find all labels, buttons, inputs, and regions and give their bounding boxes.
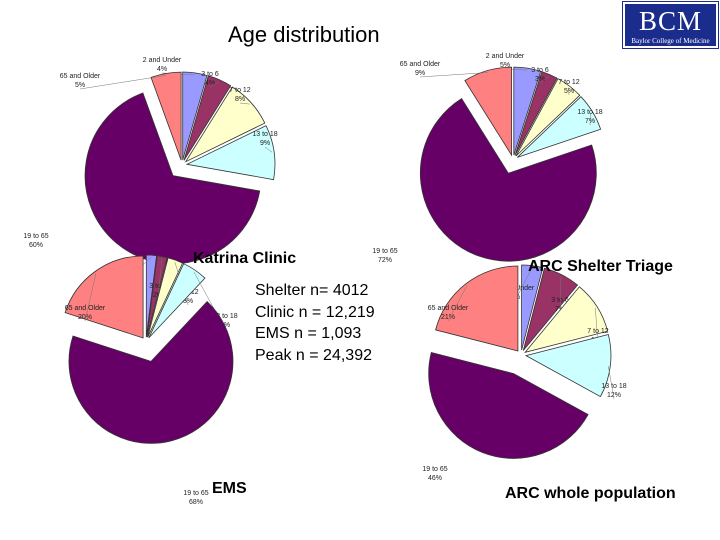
chart-title-arc-shelter-triage: ARC Shelter Triage — [528, 258, 673, 275]
pie-slice-7-to-12 — [147, 257, 184, 338]
pie-slice-3-to-6 — [183, 75, 232, 161]
slice-label: 13 to 18 — [577, 109, 602, 116]
pie-slice-65-and-older — [150, 71, 182, 161]
slice-percent-label: 3% — [183, 298, 193, 305]
slice-percent-label: 4% — [205, 80, 215, 87]
slice-label: 3 to 6 — [551, 297, 569, 304]
slice-label: 65 and Older — [65, 305, 106, 312]
slice-label: 13 to 18 — [212, 313, 237, 320]
pie-slice-2-and-under — [145, 254, 158, 338]
leader-line — [239, 102, 250, 105]
slice-label: 19 to 65 — [372, 248, 397, 255]
pie-slice-19-to-65 — [420, 98, 597, 262]
leader-line — [539, 76, 549, 84]
slice-percent-label: 72% — [378, 257, 392, 264]
slice-percent-label: 9% — [260, 140, 270, 147]
leader-line — [84, 273, 97, 322]
pie-slice-7-to-12 — [524, 286, 609, 353]
slice-percent-label: 3% — [535, 76, 545, 83]
slice-percent-label: 60% — [29, 242, 43, 249]
pie-slice-19-to-65 — [428, 352, 589, 459]
pie-slice-2-and-under — [521, 264, 544, 351]
slice-label: 2 and Under — [486, 53, 525, 60]
leader-line — [79, 75, 167, 90]
slice-label: 19 to 65 — [183, 490, 208, 497]
chart-title-arc-whole-population: ARC whole population — [505, 485, 676, 502]
pie-slice-3-to-6 — [514, 71, 558, 156]
logo-mark: BCM — [638, 6, 703, 36]
slice-percent-label: 8% — [235, 96, 245, 103]
slice-percent-label: 4% — [157, 66, 167, 73]
stat-peak: Peak n = 24,392 — [255, 346, 372, 364]
slice-label: 65 and Older — [400, 61, 441, 68]
pie-slice-65-and-older — [64, 255, 144, 339]
stat-clinic: Clinic n = 12,219 — [255, 303, 375, 321]
pie-slice-13-to-18 — [148, 263, 206, 339]
pie-slice-65-and-older — [464, 66, 512, 157]
slice-percent-label: 21% — [441, 314, 455, 321]
sample-size-list: Shelter n= 4012 Clinic n = 12,219 EMS n … — [255, 280, 375, 366]
slice-percent-label: 5% — [500, 62, 510, 69]
slice-label: 3 to 6 — [201, 71, 219, 78]
slice-percent-label: 68% — [189, 499, 203, 506]
leader-line — [589, 112, 592, 126]
leader-line — [264, 146, 273, 153]
pie-slice-13-to-18 — [517, 96, 602, 158]
leader-line — [209, 81, 220, 88]
bcm-logo: BCM Baylor College of Medicine — [622, 1, 719, 49]
slice-label: 65 and Older — [428, 305, 469, 312]
slice-percent-label: 9% — [415, 70, 425, 77]
leader-line — [419, 72, 488, 78]
pie-slice-19-to-65 — [68, 301, 234, 444]
slice-percent-label: 2% — [153, 292, 163, 299]
slice-label: 19 to 65 — [422, 466, 447, 473]
leader-line — [559, 276, 562, 314]
slice-label: 3 to 6 — [149, 283, 167, 290]
pie-slice-3-to-6 — [522, 267, 579, 351]
leader-line — [157, 258, 163, 300]
slice-percent-label: 12% — [607, 392, 621, 399]
pie-slice-7-to-12 — [515, 78, 581, 157]
stat-shelter: Shelter n= 4012 — [255, 282, 369, 299]
slice-label: 7 to 12 — [558, 79, 580, 86]
leader-line — [608, 365, 615, 400]
stat-ems: EMS n = 1,093 — [255, 325, 362, 342]
pie-slice-7-to-12 — [184, 86, 266, 163]
slice-label: 13 to 18 — [252, 131, 277, 138]
slice-label: 7 to 12 — [587, 328, 609, 335]
chart-title-ems: EMS — [212, 480, 247, 497]
chart-title-katrina-clinic: Katrina Clinic — [193, 250, 297, 267]
leader-line — [447, 285, 468, 322]
leader-line — [568, 87, 570, 96]
pie-chart-0: 2 and Under 4% 3 to 6 4% 7 to 12 8% 13 to 18 9%… — [23, 57, 278, 265]
slice-label: 7 to 12 — [229, 87, 251, 94]
pie-slice-3-to-6 — [146, 255, 168, 338]
slice-percent-label: 20% — [78, 314, 92, 321]
slice-percent-label: 5% — [75, 82, 85, 89]
slice-label: 13 to 18 — [601, 383, 626, 390]
pie-slice-2-and-under — [513, 66, 542, 156]
logo-subtitle: Baylor College of Medicine — [631, 37, 710, 45]
pie-slice-13-to-18 — [185, 125, 276, 181]
slice-label: 65 and Older — [60, 73, 101, 80]
pie-slice-13-to-18 — [524, 334, 612, 398]
pie-chart-2: 2 and Under2%3 to 62%7 to 123%13 to 185%… — [64, 254, 238, 506]
slice-percent-label: 46% — [428, 475, 442, 482]
slice-percent-label: 5% — [564, 88, 574, 95]
slice-label: 2 and Under — [143, 57, 182, 64]
slice-label: 3 to 6 — [531, 67, 549, 74]
page-title: Age distribution — [228, 22, 380, 47]
pie-slice-65-and-older — [435, 265, 519, 352]
pie-slice-19-to-65 — [84, 92, 261, 265]
pie-slice-2-and-under — [182, 71, 208, 161]
slice-label: 19 to 65 — [23, 233, 48, 240]
